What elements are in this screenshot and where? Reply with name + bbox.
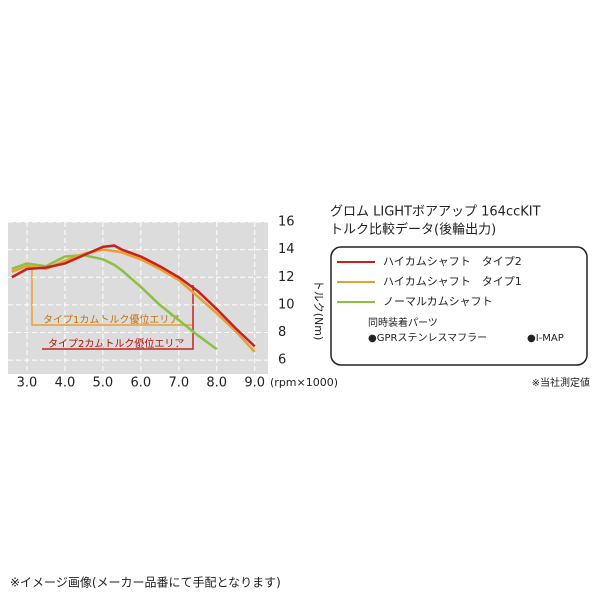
legend-label: ハイカムシャフト タイプ1 bbox=[383, 275, 522, 288]
x-tick-label: 8.0 bbox=[206, 376, 227, 391]
annotation: タイプ2カムトルク優位エリア bbox=[48, 337, 184, 350]
series-line bbox=[11, 244, 256, 348]
x-axis-label: (rpm×1000) bbox=[270, 376, 338, 389]
y-tick-label: 6 bbox=[278, 353, 286, 368]
parts-title: 同時装着パーツ bbox=[368, 316, 438, 329]
x-tick-label: 9.0 bbox=[244, 376, 265, 391]
x-tick-label: 5.0 bbox=[93, 376, 114, 391]
x-tick-label: 6.0 bbox=[131, 376, 152, 391]
legend-label: ハイカムシャフト タイプ2 bbox=[383, 255, 522, 268]
y-tick-label: 12 bbox=[278, 270, 295, 285]
y-axis-label: トルク(Nm) bbox=[312, 280, 325, 341]
area-bracket bbox=[42, 285, 194, 350]
y-tick-label: 8 bbox=[278, 325, 286, 340]
legend-label: ノーマルカムシャフト bbox=[383, 295, 493, 308]
chart-title: グロム LIGHTボアアップ 164ccKIT bbox=[330, 205, 541, 220]
x-tick-label: 4.0 bbox=[55, 376, 76, 391]
plot-background bbox=[8, 222, 268, 374]
x-tick-label: 3.0 bbox=[17, 376, 38, 391]
area-bracket bbox=[31, 270, 192, 326]
annotation: タイプ1カムトルク優位エリア bbox=[43, 313, 179, 326]
note: ※当社測定値 bbox=[532, 376, 590, 389]
part: ●I-MAP bbox=[527, 333, 564, 344]
part: ●GPRステンレスマフラー bbox=[368, 332, 487, 344]
y-tick-label: 14 bbox=[278, 242, 295, 257]
chart-subtitle: トルク比較データ(後輪出力) bbox=[330, 222, 496, 238]
y-tick-label: 10 bbox=[278, 297, 295, 312]
legend-box bbox=[330, 246, 588, 366]
footer: ※イメージ画像(メーカー品番にて手配となります) bbox=[10, 576, 281, 590]
y-tick-label: 16 bbox=[278, 215, 295, 230]
x-tick-label: 7.0 bbox=[168, 376, 189, 391]
series-line bbox=[11, 253, 218, 351]
